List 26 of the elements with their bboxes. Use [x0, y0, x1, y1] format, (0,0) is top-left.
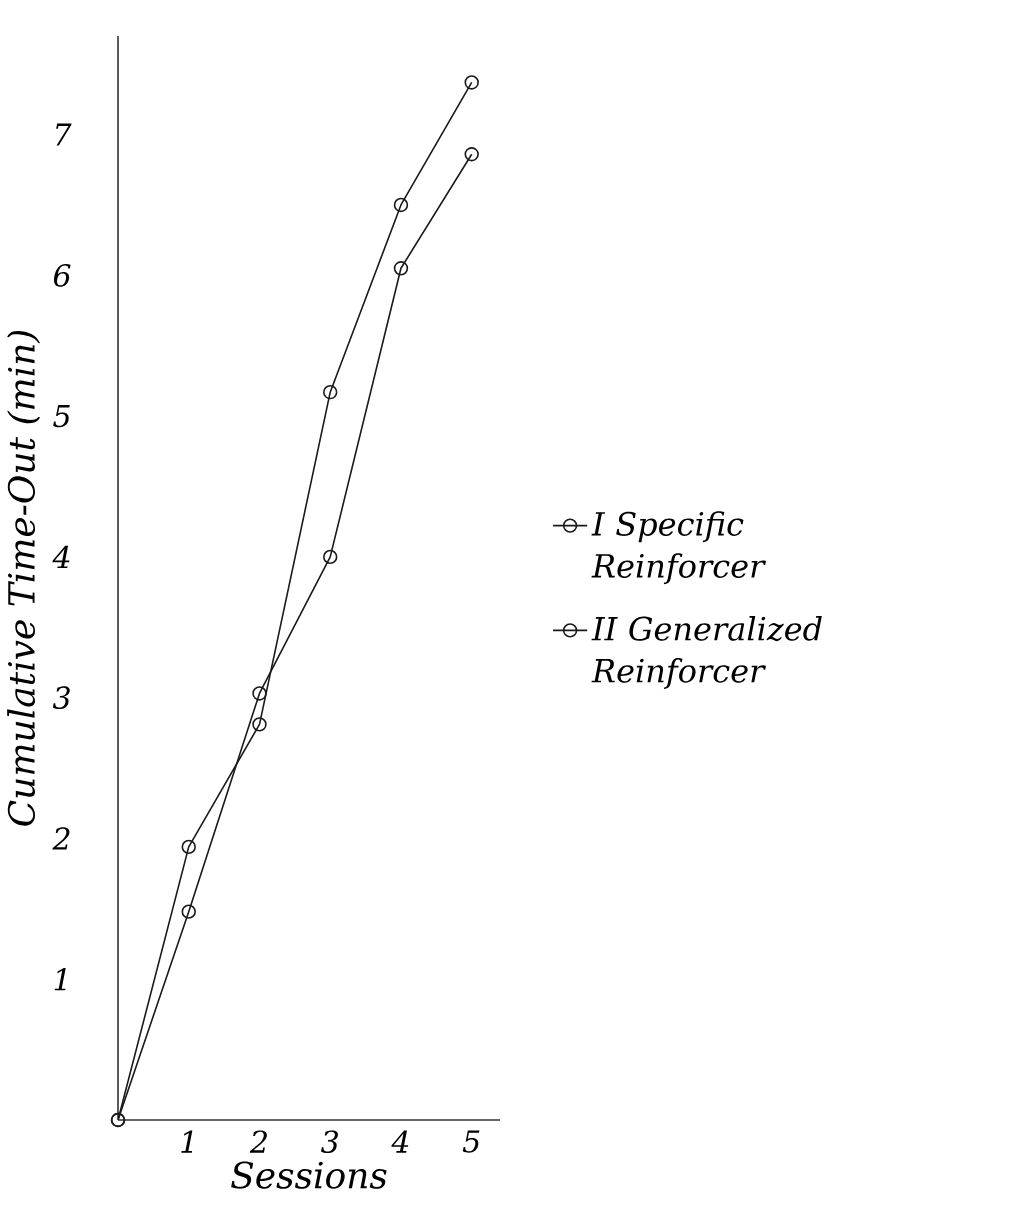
point: [181, 904, 196, 919]
y-tick-label: 3: [52, 686, 70, 710]
y-tick-label: 6: [53, 263, 71, 287]
point: [464, 147, 479, 162]
x-tick-label: 2: [249, 1130, 267, 1153]
x-tick-label: 3: [321, 1130, 338, 1154]
y-tick-label: 5: [53, 404, 70, 428]
point: [252, 686, 267, 701]
legend-label: I Specific Reinforcer: [591, 511, 766, 585]
y-tick-label: 1: [54, 968, 66, 991]
y-tick-label: 2: [52, 827, 70, 850]
point: [464, 75, 479, 90]
point: [393, 197, 409, 213]
x-axis-title: Sessions: [231, 1161, 387, 1189]
legend-label: II Generalized Reinforcer: [591, 616, 822, 689]
point: [323, 384, 338, 400]
y-axis-title: Cumulative Time-Out (min): [7, 330, 41, 826]
x-tick-label: 5: [462, 1130, 480, 1153]
point: [323, 549, 338, 565]
point: [252, 717, 267, 732]
y-tick-label: 4: [52, 545, 70, 569]
point: [181, 839, 196, 855]
x-tick-label: 4: [391, 1130, 409, 1153]
point: [393, 261, 409, 276]
x-tick-label: 1: [181, 1130, 193, 1153]
y-tick-label: 7: [56, 123, 72, 146]
